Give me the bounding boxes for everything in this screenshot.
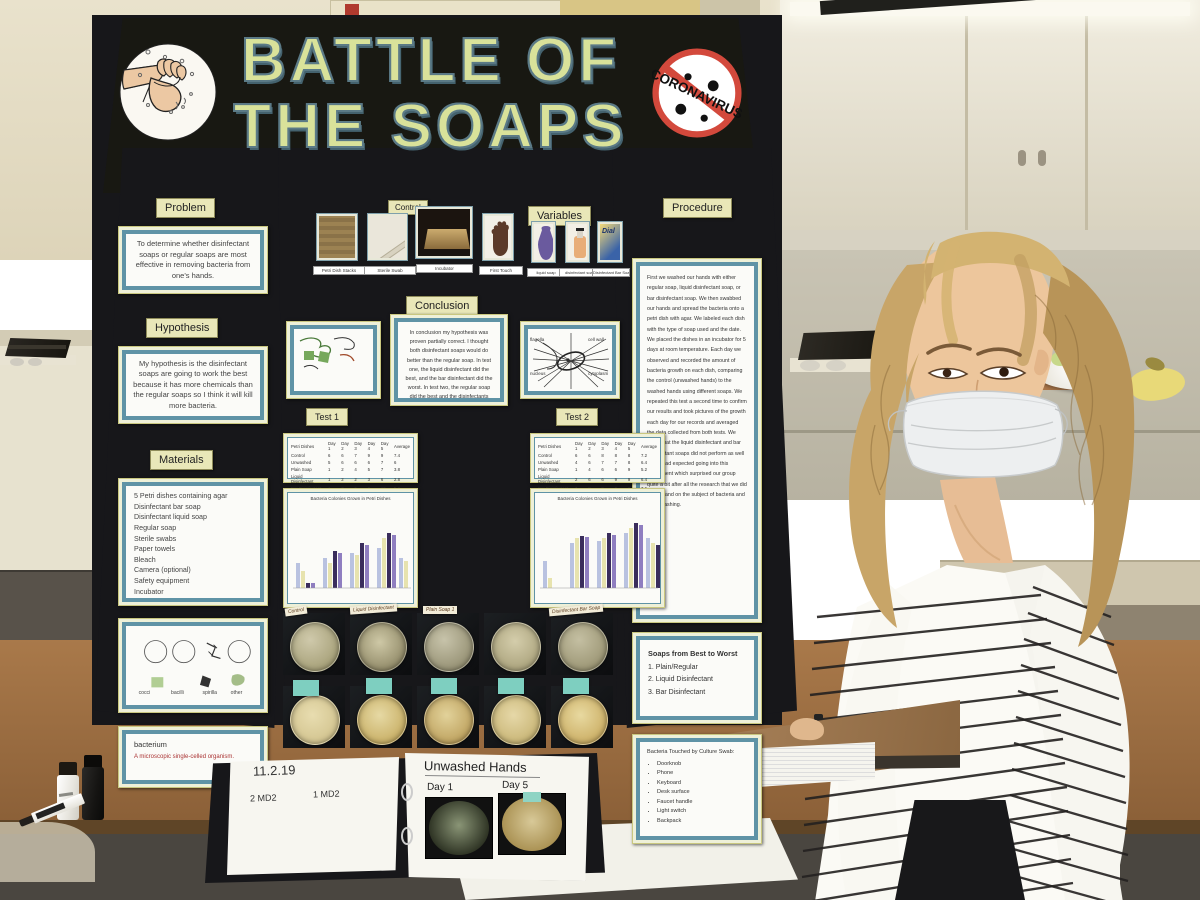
svg-text:spirilla: spirilla <box>203 690 218 696</box>
svg-text:other: other <box>231 690 243 696</box>
svg-text:bacilli: bacilli <box>171 690 184 696</box>
svg-text:cocci: cocci <box>139 690 151 696</box>
svg-text:cell wall: cell wall <box>588 337 604 342</box>
svg-text:nucleus: nucleus <box>530 371 546 376</box>
svg-text:cytoplasm: cytoplasm <box>588 371 609 376</box>
svg-text:flagella: flagella <box>530 337 545 342</box>
